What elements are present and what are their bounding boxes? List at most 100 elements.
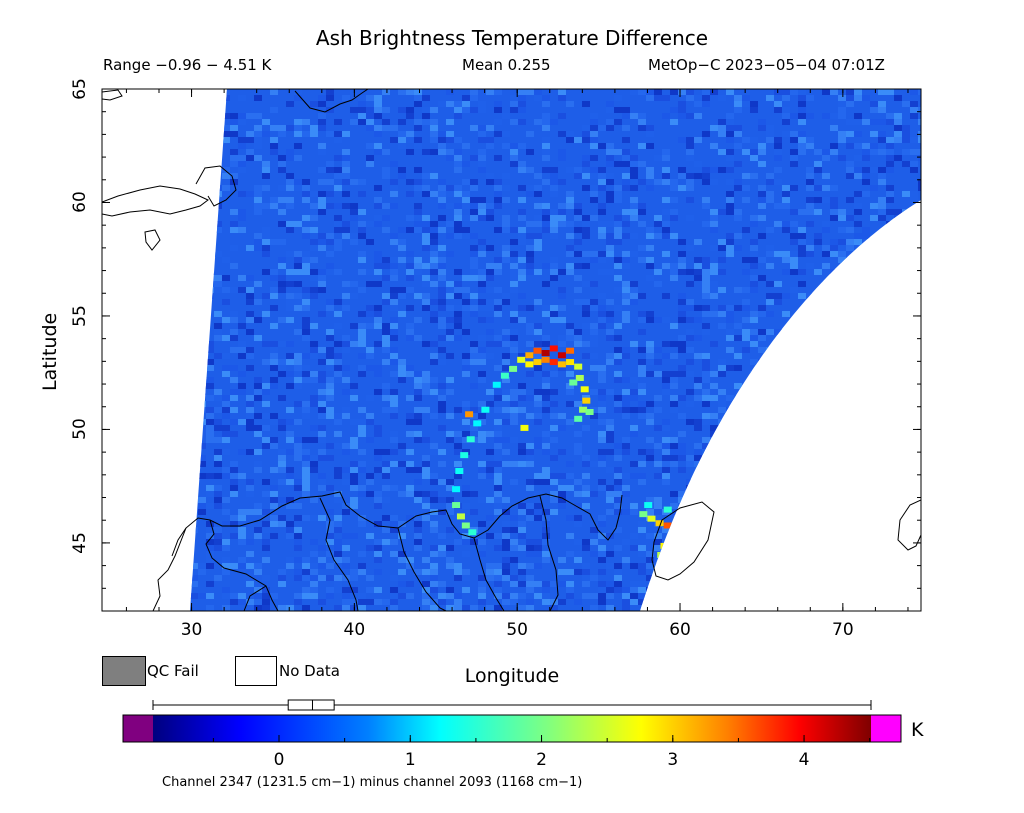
swath-pixel xyxy=(270,515,278,521)
swath-pixel xyxy=(742,137,750,143)
ash-pixel xyxy=(574,363,583,370)
swath-pixel xyxy=(718,389,726,395)
swath-pixel xyxy=(278,605,286,611)
swath-pixel xyxy=(494,407,502,413)
swath-pixel xyxy=(910,197,918,203)
swath-pixel xyxy=(406,515,414,521)
swath-pixel xyxy=(790,155,798,161)
swath-pixel xyxy=(262,119,270,125)
swath-pixel xyxy=(646,455,654,461)
swath-pixel xyxy=(494,311,502,317)
swath-pixel xyxy=(422,173,430,179)
swath-pixel xyxy=(366,545,374,551)
swath-pixel xyxy=(542,533,550,539)
swath-pixel xyxy=(278,569,286,575)
ash-pixel xyxy=(500,372,509,379)
swath-pixel xyxy=(662,527,670,533)
swath-pixel xyxy=(542,509,550,515)
swath-pixel xyxy=(342,203,350,209)
swath-pixel xyxy=(550,215,558,221)
swath-pixel xyxy=(622,281,630,287)
swath-pixel xyxy=(446,137,454,143)
swath-pixel xyxy=(222,137,230,143)
swath-pixel xyxy=(462,449,470,455)
swath-pixel xyxy=(598,419,606,425)
swath-pixel xyxy=(526,485,534,491)
swath-pixel xyxy=(302,185,310,191)
swath-pixel xyxy=(310,239,318,245)
swath-pixel xyxy=(278,467,286,473)
swath-pixel xyxy=(662,293,670,299)
swath-pixel xyxy=(742,299,750,305)
swath-pixel xyxy=(238,143,246,149)
swath-pixel xyxy=(422,437,430,443)
swath-pixel xyxy=(574,275,582,281)
swath-pixel xyxy=(238,599,246,605)
swath-pixel xyxy=(694,461,702,467)
swath-pixel xyxy=(438,581,446,587)
swath-pixel xyxy=(398,569,406,575)
swath-pixel xyxy=(614,197,622,203)
swath-pixel xyxy=(622,437,630,443)
swath-pixel xyxy=(422,221,430,227)
swath-pixel xyxy=(270,533,278,539)
swath-pixel xyxy=(230,383,238,389)
swath-pixel xyxy=(590,137,598,143)
swath-pixel xyxy=(782,119,790,125)
swath-pixel xyxy=(318,425,326,431)
swath-pixel xyxy=(278,455,286,461)
ash-pixel xyxy=(655,520,664,527)
swath-pixel xyxy=(230,173,238,179)
swath-pixel xyxy=(606,389,614,395)
swath-pixel xyxy=(238,353,246,359)
swath-pixel xyxy=(342,233,350,239)
swath-pixel xyxy=(406,89,414,95)
swath-pixel xyxy=(294,569,302,575)
swath-pixel xyxy=(606,107,614,113)
coastlines xyxy=(102,89,921,611)
swath-pixel xyxy=(358,425,366,431)
swath-pixel xyxy=(894,209,902,215)
swath-pixel xyxy=(662,95,670,101)
swath-pixel xyxy=(406,413,414,419)
swath-pixel xyxy=(302,467,310,473)
swath-pixel xyxy=(542,365,550,371)
swath-pixel xyxy=(518,527,526,533)
swath-pixel xyxy=(462,605,470,611)
swath-pixel xyxy=(382,545,390,551)
swath-pixel xyxy=(518,353,526,359)
swath-pixel xyxy=(718,95,726,101)
swath-pixel xyxy=(286,359,294,365)
swath-pixel xyxy=(534,401,542,407)
swath-pixel xyxy=(254,599,262,605)
swath-pixel xyxy=(918,179,921,185)
swath-pixel xyxy=(486,275,494,281)
swath-pixel xyxy=(662,443,670,449)
swath-pixel xyxy=(734,305,742,311)
swath-pixel xyxy=(742,347,750,353)
swath-pixel xyxy=(870,185,878,191)
ash-pixel xyxy=(541,356,550,363)
swath-pixel xyxy=(662,263,670,269)
swath-pixel xyxy=(414,431,422,437)
swath-pixel xyxy=(262,575,270,581)
swath-pixel xyxy=(534,329,542,335)
swath-pixel xyxy=(518,533,526,539)
swath-pixel xyxy=(606,155,614,161)
swath-pixel xyxy=(222,371,230,377)
swath-pixel xyxy=(622,539,630,545)
swath-pixel xyxy=(454,539,462,545)
swath-pixel xyxy=(518,227,526,233)
swath-pixel xyxy=(230,131,238,137)
swath-pixel xyxy=(590,173,598,179)
swath-pixel xyxy=(550,311,558,317)
swath-pixel xyxy=(582,131,590,137)
swath-pixel xyxy=(526,263,534,269)
swath-pixel xyxy=(790,161,798,167)
swath-pixel xyxy=(254,431,262,437)
swath-pixel xyxy=(534,185,542,191)
swath-pixel xyxy=(518,503,526,509)
swath-pixel xyxy=(414,491,422,497)
swath-pixel xyxy=(542,527,550,533)
swath-pixel xyxy=(542,407,550,413)
